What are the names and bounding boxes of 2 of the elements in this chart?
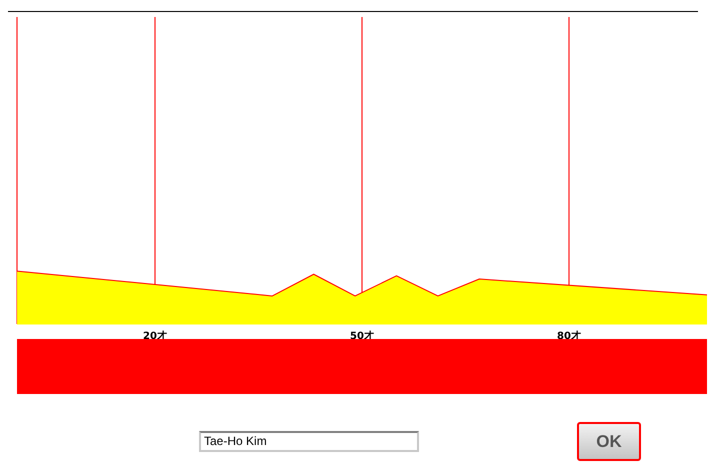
ok-button: OK <box>577 422 641 461</box>
text-field: Tae-Ho Kim <box>199 431 419 452</box>
